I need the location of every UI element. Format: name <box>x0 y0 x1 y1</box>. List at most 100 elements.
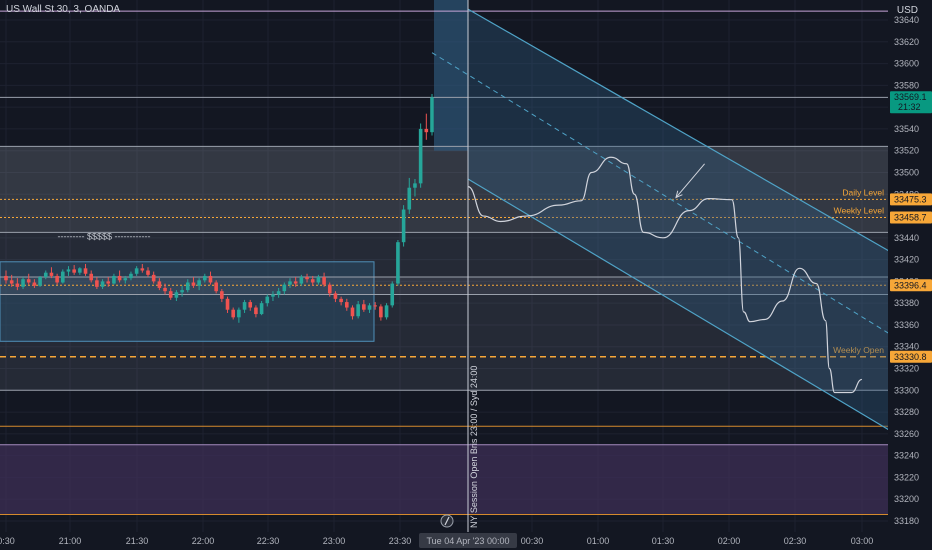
candle-body <box>66 269 71 272</box>
candle-body <box>21 279 25 287</box>
candle-body <box>225 298 230 310</box>
candle-body <box>174 292 179 298</box>
candle-body <box>418 128 423 184</box>
candle-body <box>15 283 20 287</box>
candle-body <box>100 281 105 287</box>
candle-body <box>72 269 76 273</box>
y-tick-label: 33200 <box>894 494 919 504</box>
candle-body <box>362 304 366 310</box>
candle-body <box>49 272 54 276</box>
x-tick-label: 0:30 <box>0 536 15 546</box>
candle-body <box>163 287 167 292</box>
candle-body <box>333 293 338 299</box>
x-tick-label: 02:00 <box>718 536 741 546</box>
candle-body <box>276 291 281 295</box>
price-tag <box>890 91 932 114</box>
candle-body <box>197 280 201 286</box>
candle-body <box>95 280 99 287</box>
candle-body <box>112 275 116 284</box>
y-tick-label: 33320 <box>894 364 919 374</box>
candle-body <box>4 275 8 281</box>
x-tick-label: 23:30 <box>389 536 412 546</box>
x-tick-label: 00:30 <box>521 536 544 546</box>
y-tick-label: 33500 <box>894 167 919 177</box>
y-tick-label: 33220 <box>894 472 919 482</box>
candle-body <box>345 302 349 308</box>
candle-body <box>129 273 133 279</box>
candle-body <box>384 305 389 318</box>
x-tick-label: 01:30 <box>652 536 675 546</box>
candle-body <box>38 277 42 286</box>
y-tick-label: 33420 <box>894 255 919 265</box>
candle-body <box>259 303 264 315</box>
candle-body <box>26 279 31 283</box>
candle-body <box>356 304 360 317</box>
candle-body <box>373 305 377 307</box>
y-tick-label: 33620 <box>894 37 919 47</box>
price-tag-time: 21:32 <box>898 102 921 112</box>
candle-body <box>305 277 309 280</box>
y-tick-label: 33600 <box>894 59 919 69</box>
price-tag <box>890 193 932 206</box>
candle-body <box>288 281 292 285</box>
level-label: Weekly Level <box>834 205 885 215</box>
candle-body <box>327 284 332 294</box>
x-tick-label: 01:00 <box>587 536 610 546</box>
y-tick-label: 33520 <box>894 146 919 156</box>
y-tick-label: 33180 <box>894 516 919 526</box>
price-tag-value: 33396.4 <box>894 280 927 290</box>
price-tag-value: 33330.8 <box>894 352 927 362</box>
candle-body <box>78 268 82 273</box>
candle-body <box>168 291 173 298</box>
crosshair-time-label: Tue 04 Apr '23 00:00 <box>427 536 510 546</box>
arrow-line <box>675 163 705 198</box>
candle-body <box>140 268 145 271</box>
candle-body <box>413 183 417 188</box>
price-tag <box>890 350 932 363</box>
candle-body <box>396 242 400 284</box>
candle-body <box>322 277 326 285</box>
candle-body <box>379 306 383 318</box>
price-tag-value: 33458.7 <box>894 212 927 222</box>
channel-fill <box>468 9 923 451</box>
channel-upper <box>467 8 924 272</box>
candle-body <box>151 274 156 282</box>
candle-body <box>203 275 207 281</box>
candle-body <box>83 268 88 274</box>
candle-body <box>61 271 65 283</box>
candle-body <box>180 290 184 293</box>
candle-body <box>316 277 321 283</box>
liquidity-text: --------- $$$$$ ------------ <box>58 232 151 242</box>
y-tick-label: 33260 <box>894 429 919 439</box>
candle-body <box>185 282 190 291</box>
candle-body <box>242 302 247 310</box>
candle-body <box>424 128 429 133</box>
candle-body <box>390 283 395 306</box>
candle-body <box>367 305 372 310</box>
candle-body <box>117 275 122 281</box>
candle-body <box>208 275 213 283</box>
candle-body <box>299 277 304 284</box>
crosshair-time-box <box>419 533 517 548</box>
candle-body <box>9 280 14 284</box>
purple-zone <box>0 444 888 515</box>
x-tick-label: 23:00 <box>323 536 346 546</box>
x-tick-label: 03:00 <box>851 536 874 546</box>
range-box <box>0 261 375 342</box>
y-tick-label: 33360 <box>894 320 919 330</box>
session-text: NY Session Open Bris 23:00 / Syd 24:00 <box>469 366 479 528</box>
candle-body <box>89 273 93 281</box>
y-tick-label: 33640 <box>894 15 919 25</box>
candle-body <box>55 275 59 283</box>
candle-body <box>157 281 162 288</box>
candle-body <box>265 296 270 304</box>
y-tick-label: 33380 <box>894 298 919 308</box>
candle-body <box>350 307 355 317</box>
session-shade <box>434 0 468 151</box>
candle-body <box>220 291 224 299</box>
y-tick-label: 33280 <box>894 407 919 417</box>
candle-body <box>191 282 196 286</box>
price-tag <box>890 211 932 224</box>
